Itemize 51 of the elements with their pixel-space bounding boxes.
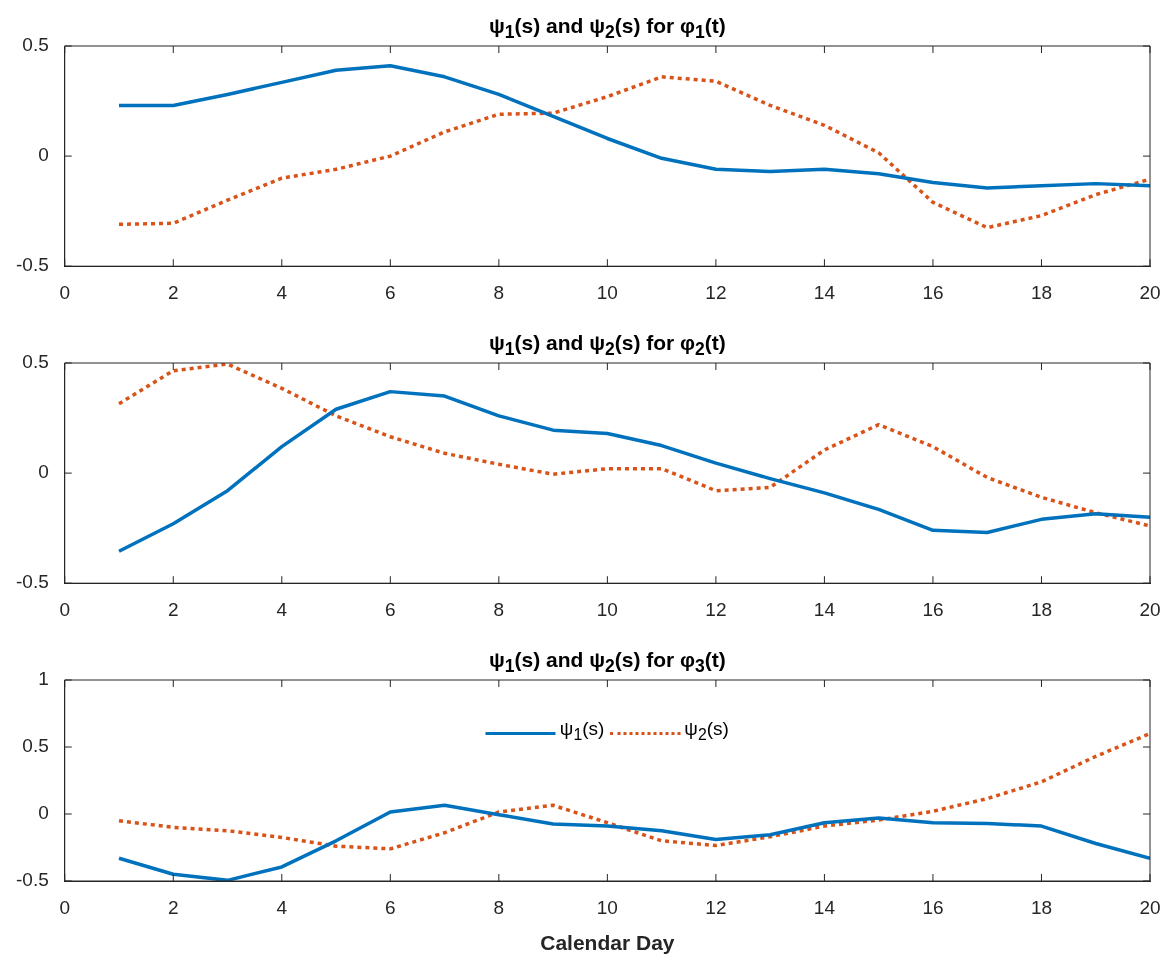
chart-title: ψ$_{1}$(s) and ψ$_{2}$(s) for φ$_{2}$(t) xyxy=(488,331,726,361)
x-tick-label: 2 xyxy=(167,281,179,303)
y-tick-label: 0 xyxy=(38,802,49,824)
y-tick-label: 0.5 xyxy=(22,34,49,56)
chart-title: ψ$_{1}$(s) and ψ$_{2}$(s) for φ$_{3}$(t) xyxy=(488,648,726,678)
x-tick-label: 12 xyxy=(705,896,727,918)
x-tick-label: 8 xyxy=(493,598,505,620)
y-tick-label: -0.5 xyxy=(15,254,49,276)
x-tick-label: 6 xyxy=(385,281,396,303)
y-tick-label: 0.5 xyxy=(22,735,49,757)
line-series xyxy=(117,363,1150,528)
x-tick-label: 8 xyxy=(493,281,505,303)
x-tick-label: 10 xyxy=(596,281,618,303)
y-tick-label: 0 xyxy=(38,144,49,166)
legend-label: ψ$_{2}$(s) xyxy=(684,718,729,743)
y-tick-label: -0.5 xyxy=(15,571,49,593)
x-tick-label: 8 xyxy=(493,896,505,918)
x-tick-label: 0 xyxy=(59,598,71,620)
x-axis-title: Calendar Day xyxy=(540,931,675,955)
x-tick-label: 18 xyxy=(1030,281,1053,303)
x-tick-label: 16 xyxy=(922,281,944,303)
x-tick-label: 14 xyxy=(813,281,836,303)
x-tick-label: 4 xyxy=(276,598,288,620)
x-tick-label: 20 xyxy=(1139,598,1161,620)
line-series xyxy=(117,75,1150,230)
x-tick-label: 20 xyxy=(1139,281,1161,303)
x-tick-label: 20 xyxy=(1139,896,1161,918)
x-tick-label: 10 xyxy=(596,896,618,918)
x-tick-label: 4 xyxy=(276,896,288,918)
x-tick-label: 14 xyxy=(813,896,836,918)
x-tick-label: 18 xyxy=(1030,896,1053,918)
x-tick-label: 2 xyxy=(167,598,179,620)
x-tick-label: 18 xyxy=(1030,598,1053,620)
x-tick-label: 6 xyxy=(385,896,396,918)
x-tick-label: 0 xyxy=(59,281,71,303)
chart-title: ψ$_{1}$(s) and ψ$_{2}$(s) for φ$_{1}$(t) xyxy=(488,14,726,44)
x-tick-label: 10 xyxy=(596,598,618,620)
x-tick-label: 16 xyxy=(922,598,944,620)
y-tick-label: 0 xyxy=(38,461,49,483)
x-tick-label: 12 xyxy=(705,598,727,620)
legend-label: ψ$_{1}$(s) xyxy=(559,718,605,743)
y-tick-label: -0.5 xyxy=(15,869,49,891)
x-tick-label: 4 xyxy=(276,281,288,303)
x-tick-label: 12 xyxy=(705,281,727,303)
x-tick-label: 14 xyxy=(813,598,836,620)
x-tick-label: 6 xyxy=(385,598,396,620)
y-tick-label: 0.5 xyxy=(22,351,49,373)
x-tick-label: 16 xyxy=(922,896,944,918)
x-tick-label: 2 xyxy=(167,896,179,918)
x-tick-label: 0 xyxy=(59,896,71,918)
y-tick-label: 1 xyxy=(38,668,49,690)
